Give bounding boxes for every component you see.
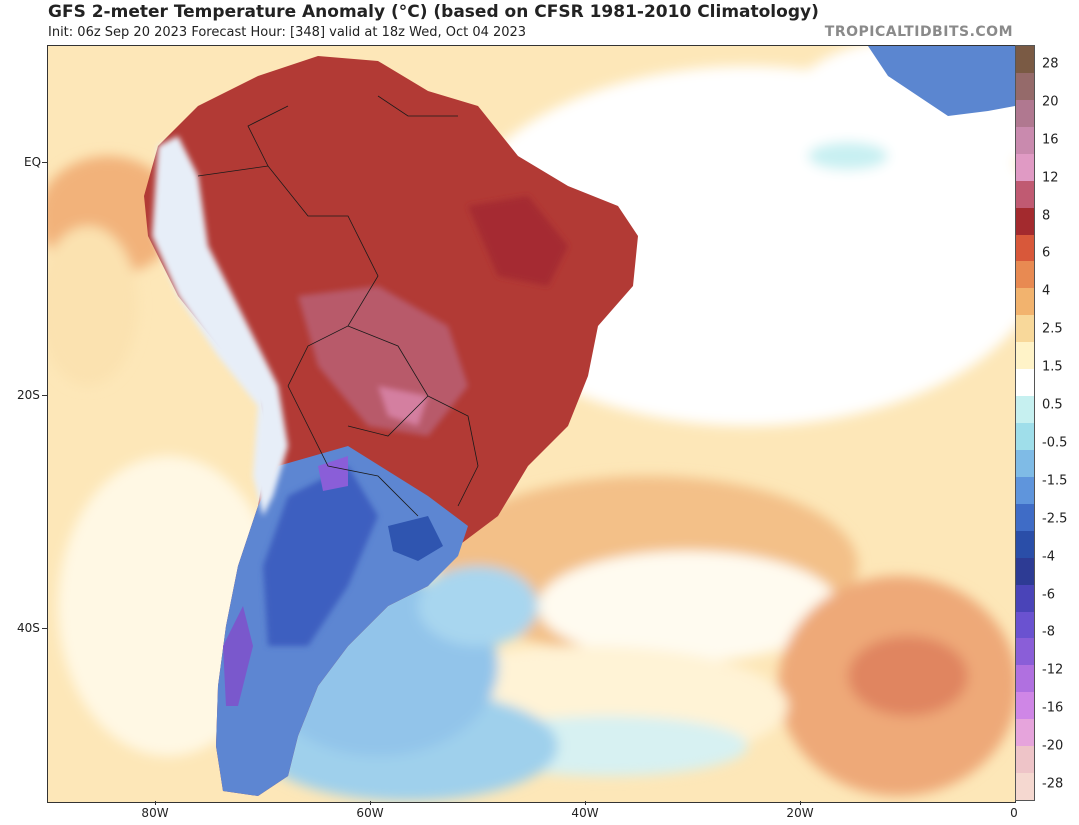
colorbar-label: 6 (1042, 245, 1051, 261)
colorbar-swatch (1016, 46, 1034, 74)
lat-tick-40s (42, 628, 47, 629)
colorbar-swatch (1016, 342, 1034, 370)
colorbar-label: -28 (1042, 776, 1064, 792)
lon-label-20w: 20W (786, 806, 814, 820)
colorbar-swatch (1016, 207, 1034, 235)
colorbar-swatch (1016, 503, 1034, 532)
colorbar-swatch (1016, 180, 1034, 209)
anomaly-map-canvas (48, 46, 1015, 802)
colorbar-label: 1.5 (1042, 359, 1063, 375)
colorbar-swatch (1016, 423, 1034, 451)
colorbar-swatch (1016, 611, 1034, 639)
lat-tick-20s (42, 395, 47, 396)
lon-label-80w: 80W (141, 806, 169, 820)
colorbar-swatch (1016, 315, 1034, 343)
colorbar-label: -12 (1042, 662, 1064, 678)
colorbar-swatch (1016, 99, 1034, 128)
colorbar-swatch (1016, 476, 1034, 505)
colorbar-label: -0.5 (1042, 435, 1068, 451)
lat-label-eq: EQ (24, 155, 42, 169)
colorbar-label: -8 (1042, 624, 1055, 640)
colorbar-label: 4 (1042, 283, 1051, 299)
colorbar-swatch (1016, 261, 1034, 289)
colorbar-swatch (1016, 557, 1034, 586)
colorbar (1015, 45, 1035, 801)
colorbar-label: 8 (1042, 208, 1051, 224)
colorbar-swatch (1016, 638, 1034, 666)
colorbar-swatch (1016, 692, 1034, 720)
colorbar-swatch (1016, 126, 1034, 155)
colorbar-swatch (1016, 288, 1034, 316)
lat-label-20s: 20S (17, 388, 40, 402)
country-borders (197, 95, 479, 517)
colorbar-swatch (1016, 153, 1034, 182)
lon-label-60w: 60W (356, 806, 384, 820)
colorbar-swatch (1016, 773, 1034, 801)
colorbar-label: -2.5 (1042, 511, 1068, 527)
map-subtitle: Init: 06z Sep 20 2023 Forecast Hour: [34… (48, 25, 527, 40)
lat-label-40s: 40S (17, 621, 40, 635)
colorbar-label: 16 (1042, 132, 1059, 148)
colorbar-swatch (1016, 234, 1034, 262)
lon-tick-80w (155, 801, 156, 805)
lon-label-0: 0 (1010, 806, 1018, 820)
colorbar-swatch (1016, 719, 1034, 747)
colorbar-swatch (1016, 72, 1034, 101)
colorbar-label: 12 (1042, 170, 1059, 186)
colorbar-label: -1.5 (1042, 473, 1068, 489)
colorbar-swatch (1016, 665, 1034, 693)
colorbar-swatch (1016, 584, 1034, 612)
lon-tick-40w (585, 801, 586, 805)
lon-tick-20w (800, 801, 801, 805)
colorbar-label: -4 (1042, 549, 1055, 565)
colorbar-swatch (1016, 449, 1034, 478)
colorbar-swatch (1016, 746, 1034, 774)
colorbar-label: 2.5 (1042, 321, 1063, 337)
colorbar-swatch (1016, 530, 1034, 559)
colorbar-swatch (1016, 369, 1034, 397)
colorbar-label: -20 (1042, 738, 1064, 754)
colorbar-label: 0.5 (1042, 397, 1063, 413)
colorbar-label: 28 (1042, 56, 1059, 72)
south-america-landmass (144, 56, 638, 796)
colorbar-label: 20 (1042, 94, 1059, 110)
lon-tick-60w (370, 801, 371, 805)
lat-tick-eq (42, 162, 47, 163)
lon-label-40w: 40W (571, 806, 599, 820)
colorbar-label: -6 (1042, 587, 1055, 603)
colorbar-label: -16 (1042, 700, 1064, 716)
anomaly-map (47, 45, 1016, 803)
colorbar-swatch (1016, 396, 1034, 424)
map-title: GFS 2-meter Temperature Anomaly (°C) (ba… (48, 2, 819, 22)
source-credit: TROPICALTIDBITS.COM (824, 24, 1013, 40)
africa-landmass (868, 46, 1015, 116)
